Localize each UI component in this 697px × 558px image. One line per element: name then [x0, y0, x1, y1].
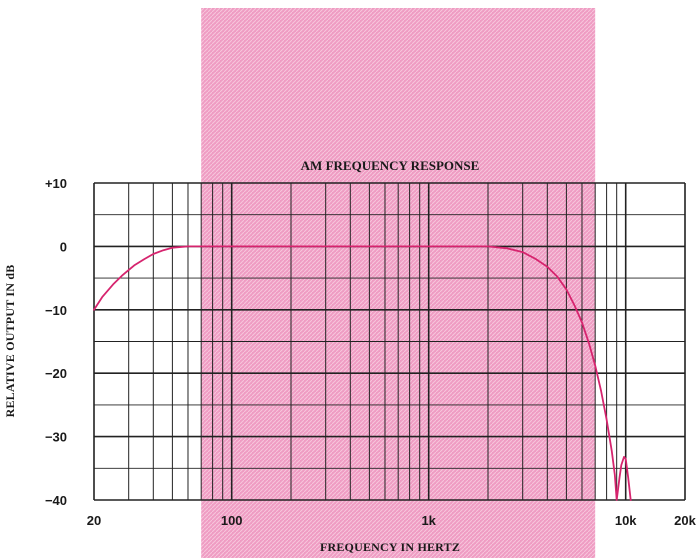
x-tick-label: 20	[87, 513, 101, 528]
y-axis-title: RELATIVE OUTPUT IN dB	[3, 265, 17, 418]
y-tick-label: −30	[45, 430, 67, 445]
y-tick-label: −20	[45, 366, 67, 381]
chart-title: AM FREQUENCY RESPONSE	[301, 158, 480, 173]
y-tick-label: −40	[45, 493, 67, 508]
response-curve	[93, 245, 632, 501]
x-tick-label: 10k	[615, 513, 637, 528]
y-tick-label: 0	[60, 239, 67, 254]
x-tick-label: 20k	[674, 513, 696, 528]
x-tick-label: 1k	[421, 513, 436, 528]
x-axis-title: FREQUENCY IN HERTZ	[320, 540, 460, 554]
x-tick-label: 100	[221, 513, 243, 528]
y-tick-label: −10	[45, 303, 67, 318]
y-tick-label: +10	[45, 176, 67, 191]
